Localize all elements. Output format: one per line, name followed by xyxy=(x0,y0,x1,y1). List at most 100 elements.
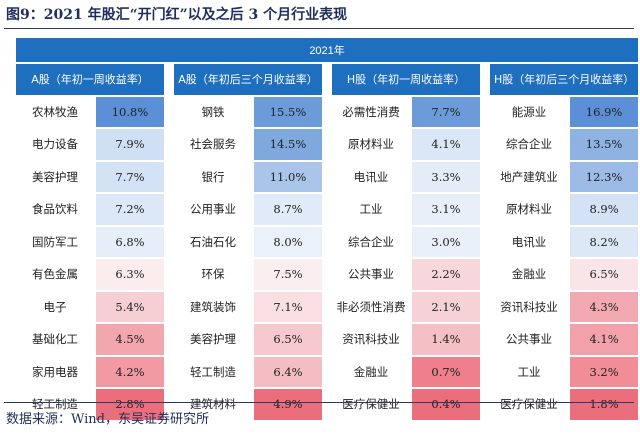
industry-name-cell: 资讯科技业 xyxy=(332,324,410,355)
return-value-cell: 16.9% xyxy=(570,96,639,127)
industry-name-cell: 电讯业 xyxy=(490,226,568,257)
industry-name-cell: 食品饮料 xyxy=(16,194,94,225)
return-value-cell: 15.5% xyxy=(254,96,322,127)
return-value-cell: 8.7% xyxy=(254,194,322,225)
industry-name-cell: 电讯业 xyxy=(332,161,410,192)
column-gap xyxy=(324,357,330,388)
header-h-share-first-week: H股（年初一周收益率） xyxy=(332,64,480,95)
industry-name-cell: 电力设备 xyxy=(16,129,94,160)
table-row: 农林牧渔 10.8% 钢铁 15.5% 必需性消费 7.7% 能源业 16.9% xyxy=(16,96,639,128)
industry-name-cell: 钢铁 xyxy=(174,96,252,127)
industry-name-cell: 金融业 xyxy=(490,259,568,290)
top-rule xyxy=(4,28,634,29)
return-value-cell: 13.5% xyxy=(570,129,639,160)
column-gap xyxy=(482,162,488,193)
return-value-cell: 4.5% xyxy=(96,324,164,355)
table-row: 国防军工 6.8% 石油石化 8.0% 综合企业 3.0% 电讯业 8.2% xyxy=(16,226,639,258)
return-value-cell: 3.3% xyxy=(412,161,480,192)
industry-name-cell: 美容护理 xyxy=(16,161,94,192)
industry-name-cell: 基础化工 xyxy=(16,324,94,355)
industry-name-cell: 电子 xyxy=(16,291,94,322)
return-value-cell: 6.8% xyxy=(96,226,164,257)
industry-name-cell: 环保 xyxy=(174,259,252,290)
return-value-cell: 7.2% xyxy=(96,194,164,225)
industry-name-cell: 美容护理 xyxy=(174,324,252,355)
industry-name-cell: 轻工制造 xyxy=(16,389,94,420)
industry-name-cell: 必需性消费 xyxy=(332,96,410,127)
return-value-cell: 1.8% xyxy=(570,389,639,420)
return-value-cell: 8.9% xyxy=(570,194,639,225)
industry-name-cell: 工业 xyxy=(490,356,568,387)
column-gap xyxy=(324,259,330,290)
return-value-cell: 0.7% xyxy=(412,356,480,387)
column-gap xyxy=(482,259,488,290)
return-value-cell: 3.0% xyxy=(412,226,480,257)
industry-name-cell: 农林牧渔 xyxy=(16,96,94,127)
column-gap xyxy=(324,64,330,95)
industry-name-cell: 地产建筑业 xyxy=(490,161,568,192)
column-gap xyxy=(166,227,172,258)
figure-title: 图9：2021 年股汇“开门红”以及之后 3 个月行业表现 xyxy=(6,7,348,23)
return-value-cell: 6.5% xyxy=(254,324,322,355)
industry-name-cell: 国防军工 xyxy=(16,226,94,257)
industry-name-cell: 公共事业 xyxy=(490,324,568,355)
column-gap xyxy=(166,259,172,290)
return-value-cell: 14.5% xyxy=(254,129,322,160)
column-gap xyxy=(324,324,330,355)
return-value-cell: 6.4% xyxy=(254,356,322,387)
industry-name-cell: 医疗保健业 xyxy=(332,389,410,420)
return-value-cell: 7.7% xyxy=(96,161,164,192)
returns-table: 2021年 A股（年初一周收益率） A股（年初后三个月收益率） H股（年初一周收… xyxy=(14,36,640,422)
column-gap xyxy=(324,97,330,128)
column-gap xyxy=(482,97,488,128)
column-gap xyxy=(482,227,488,258)
column-gap xyxy=(324,129,330,160)
return-value-cell: 6.3% xyxy=(96,259,164,290)
table-row: 家用电器 4.2% 轻工制造 6.4% 金融业 0.7% 工业 3.2% xyxy=(16,356,639,388)
industry-name-cell: 能源业 xyxy=(490,96,568,127)
industry-name-cell: 原材料业 xyxy=(490,194,568,225)
column-gap xyxy=(166,64,172,95)
industry-name-cell: 工业 xyxy=(332,194,410,225)
column-gap xyxy=(166,162,172,193)
return-value-cell: 4.3% xyxy=(570,291,639,322)
industry-name-cell: 轻工制造 xyxy=(174,356,252,387)
column-gap xyxy=(324,194,330,225)
header-h-share-three-months: H股（年初后三个月收益率） xyxy=(490,64,639,95)
return-value-cell: 7.7% xyxy=(412,96,480,127)
return-value-cell: 4.1% xyxy=(412,129,480,160)
table-row: 基础化工 4.5% 美容护理 6.5% 资讯科技业 1.4% 公共事业 4.1% xyxy=(16,324,639,355)
data-source-note: 数据来源：Wind，东吴证券研究所 xyxy=(6,412,209,427)
industry-return-table: 2021年 A股（年初一周收益率） A股（年初后三个月收益率） H股（年初一周收… xyxy=(14,36,639,422)
industry-name-cell: 公用事业 xyxy=(174,194,252,225)
return-value-cell: 2.8% xyxy=(96,389,164,420)
industry-name-cell: 医疗保健业 xyxy=(490,389,568,420)
industry-name-cell: 金融业 xyxy=(332,356,410,387)
bottom-rule xyxy=(4,402,634,403)
return-value-cell: 6.5% xyxy=(570,259,639,290)
industry-name-cell: 公共事业 xyxy=(332,259,410,290)
table-row: 食品饮料 7.2% 公用事业 8.7% 工业 3.1% 原材料业 8.9% xyxy=(16,194,639,225)
industry-name-cell: 综合企业 xyxy=(332,226,410,257)
column-gap xyxy=(482,357,488,388)
return-value-cell: 8.0% xyxy=(254,226,322,257)
column-gap xyxy=(324,292,330,323)
column-gap xyxy=(482,389,488,420)
column-gap xyxy=(482,292,488,323)
table-row: 电子 5.4% 建筑装饰 7.1% 非必须性消费 2.1% 资讯科技业 4.3% xyxy=(16,291,639,323)
return-value-cell: 12.3% xyxy=(570,161,639,192)
return-value-cell: 7.1% xyxy=(254,291,322,322)
industry-name-cell: 原材料业 xyxy=(332,129,410,160)
return-value-cell: 4.1% xyxy=(570,324,639,355)
column-gap xyxy=(166,97,172,128)
column-gap xyxy=(166,324,172,355)
return-value-cell: 11.0% xyxy=(254,161,322,192)
column-gap xyxy=(324,227,330,258)
column-gap xyxy=(324,389,330,420)
return-value-cell: 4.9% xyxy=(254,389,322,420)
table-row: 有色金属 6.3% 环保 7.5% 公共事业 2.2% 金融业 6.5% xyxy=(16,259,639,290)
return-value-cell: 7.5% xyxy=(254,259,322,290)
return-value-cell: 3.1% xyxy=(412,194,480,225)
industry-name-cell: 家用电器 xyxy=(16,356,94,387)
header-a-share-first-week: A股（年初一周收益率） xyxy=(16,64,164,95)
